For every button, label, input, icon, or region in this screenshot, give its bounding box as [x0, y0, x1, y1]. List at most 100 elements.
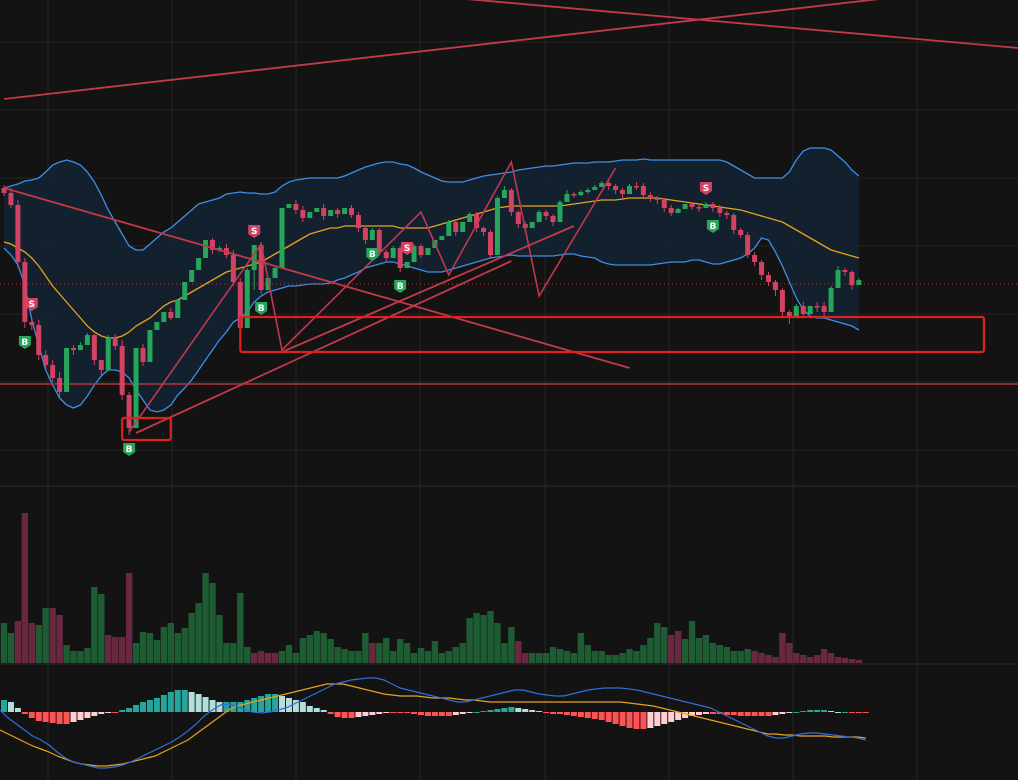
candle-body	[620, 190, 626, 194]
macd-histogram-bar	[424, 712, 431, 716]
trend-line	[281, 225, 575, 353]
candle-body	[446, 222, 452, 236]
macd-histogram-bar	[709, 712, 716, 714]
volume-bar	[563, 651, 571, 663]
volume-bar	[334, 647, 341, 663]
macd-histogram-bar	[751, 712, 758, 716]
macd-histogram-bar	[452, 712, 459, 715]
buy-badge	[18, 336, 31, 349]
candle-body	[807, 306, 813, 314]
volume-bar	[125, 573, 133, 663]
candle-body	[57, 378, 63, 392]
buy-signal-marker: B	[255, 302, 268, 315]
volume-bar	[230, 643, 237, 663]
candle-body	[230, 255, 236, 282]
volume-bar	[0, 623, 8, 663]
volume-bar	[820, 649, 828, 663]
candle-body	[140, 348, 146, 362]
macd-histogram-bar	[598, 712, 605, 720]
buy-badge	[123, 443, 136, 456]
candle-body	[98, 360, 104, 370]
volume-bar	[313, 631, 320, 663]
macd-histogram-bar	[279, 696, 285, 712]
volume-bar	[216, 615, 223, 663]
volume-bar	[459, 643, 466, 663]
candle-body	[22, 262, 28, 322]
candle-body	[856, 280, 862, 285]
volume-bar	[299, 638, 307, 663]
macd-histogram-bar	[605, 712, 612, 722]
volume-bar	[466, 618, 473, 663]
macd-histogram-bar	[737, 712, 744, 716]
candle-body	[439, 236, 445, 240]
volume-bar	[56, 615, 63, 663]
macd-histogram-bar	[320, 710, 327, 712]
volume-bar	[661, 627, 668, 663]
macd-histogram-bar	[418, 712, 424, 715]
macd-histogram-bar	[584, 712, 591, 718]
candle-body	[15, 205, 21, 262]
volume-bar	[112, 637, 119, 663]
macd-histogram-bar	[230, 702, 237, 712]
candle-body	[335, 210, 341, 214]
volume-bar	[598, 651, 605, 663]
macd-histogram-bar	[306, 706, 313, 712]
candle-body	[633, 186, 639, 188]
candle-body	[119, 346, 125, 395]
volume-bar	[181, 628, 188, 663]
macd-histogram-bar	[431, 712, 438, 716]
macd-histogram-bar	[133, 705, 140, 712]
volume-bar	[494, 623, 501, 663]
macd-histogram-bar	[570, 712, 577, 716]
volume-bar	[237, 593, 244, 663]
candle-body	[759, 262, 765, 275]
candle-body	[800, 306, 806, 314]
volume-bar	[28, 623, 35, 663]
candle-body	[196, 258, 202, 270]
drawing-overlays[interactable]	[3, 0, 1018, 442]
volume-bar	[633, 651, 640, 663]
candle-body	[425, 248, 431, 255]
volume-bar	[77, 651, 84, 663]
volume-bar	[549, 647, 557, 663]
candle-body	[161, 312, 167, 322]
macd-histogram-bar	[105, 712, 112, 713]
macd-histogram-bar	[723, 712, 730, 715]
candle-body	[404, 262, 410, 268]
volume-bar	[244, 647, 251, 663]
candle-body	[265, 278, 271, 290]
candle-body	[362, 228, 368, 240]
buy-signal-marker: B	[18, 336, 31, 349]
candle-body	[731, 215, 737, 230]
macd-histogram-bar	[126, 708, 133, 712]
volume-bar	[577, 633, 585, 663]
candle-body	[251, 245, 257, 270]
bollinger-lower-line	[3, 237, 860, 413]
macd-histogram-bar	[369, 712, 376, 715]
macd-histogram-bar	[63, 712, 70, 724]
trend-line	[467, 0, 1018, 49]
volume-bar	[765, 655, 772, 663]
candle-body	[724, 213, 730, 215]
candle-body	[154, 322, 160, 330]
volume-bar	[417, 648, 425, 663]
macd-histogram-bar	[661, 712, 668, 724]
buy-label: B	[258, 304, 265, 314]
volume-bar	[772, 657, 779, 663]
volume-bar	[376, 643, 383, 663]
candle-body	[203, 240, 209, 258]
candle-body	[474, 214, 480, 228]
candle-body	[418, 246, 424, 255]
candle-body	[821, 306, 827, 312]
macd-histogram-bar	[591, 712, 598, 719]
macd-histogram-bar	[536, 711, 543, 712]
macd-histogram-bar	[251, 698, 258, 712]
macd-histogram-bar	[438, 712, 445, 716]
macd-histogram-bar	[501, 708, 508, 712]
macd-histogram-bar	[800, 711, 807, 712]
macd-histogram-bar	[466, 712, 473, 713]
price-candles	[1, 180, 862, 435]
candle-body	[640, 186, 646, 195]
